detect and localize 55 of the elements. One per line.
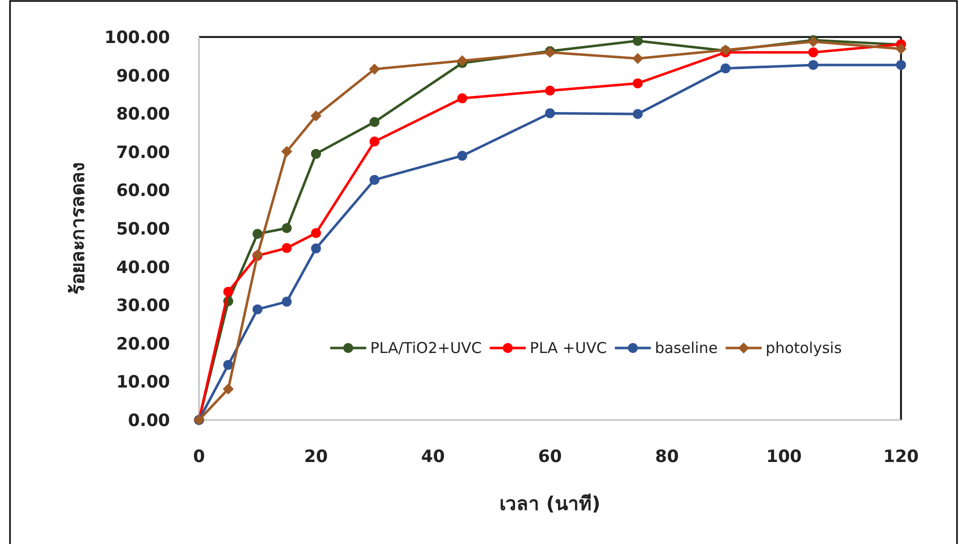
legend-label: PLA +UVC	[530, 339, 607, 357]
point	[808, 60, 818, 70]
point	[545, 108, 555, 118]
y-tick-label: 50.00	[116, 220, 170, 240]
point	[252, 228, 262, 239]
x-tick-label: 0	[193, 447, 206, 467]
x-tick-label: 20	[304, 447, 328, 467]
legend-label: baseline	[654, 339, 718, 357]
y-tick-label: 0.00	[128, 411, 170, 431]
point	[282, 223, 292, 234]
point	[808, 47, 818, 58]
point	[456, 55, 468, 66]
point	[632, 36, 643, 46]
y-tick-label: 100.00	[104, 28, 170, 48]
x-tick-label: 100	[766, 447, 802, 467]
point	[720, 63, 730, 74]
point	[311, 228, 321, 238]
point	[370, 136, 380, 147]
point	[281, 146, 292, 158]
y-tick-label: 80.00	[116, 104, 170, 125]
point	[370, 117, 380, 128]
y-tick-label: 40.00	[116, 258, 170, 278]
x-tick-label: 120	[883, 447, 919, 467]
point	[545, 86, 555, 96]
point	[310, 110, 322, 122]
point	[896, 60, 906, 70]
x-tick-label: 80	[655, 447, 679, 467]
y-tick-label: 30.00	[116, 296, 170, 316]
point	[311, 148, 321, 159]
x-tick-label: 60	[538, 447, 562, 467]
point	[457, 93, 468, 104]
point	[223, 360, 234, 370]
point	[896, 43, 906, 54]
x-axis-title: เวลา (นาที)	[500, 493, 600, 515]
point	[457, 150, 468, 161]
point	[252, 304, 262, 314]
point	[370, 174, 380, 185]
point	[222, 383, 234, 394]
point	[632, 108, 643, 119]
point	[282, 296, 292, 307]
y-axis-title: ร้อยละการลดลง	[67, 162, 89, 294]
y-tick-label: 60.00	[116, 181, 170, 202]
point	[632, 78, 643, 88]
y-tick-label: 90.00	[116, 66, 170, 86]
point	[311, 243, 321, 254]
y-tick-label: 70.00	[116, 142, 170, 163]
y-tick-label: 10.00	[116, 372, 170, 393]
point	[632, 52, 644, 64]
y-tick-label: 20.00	[116, 334, 170, 354]
legend-label: photolysis	[766, 339, 842, 357]
point	[369, 64, 380, 75]
point	[223, 286, 234, 297]
point	[282, 243, 292, 254]
legend-label: PLA/TiO2+UVC	[370, 339, 482, 357]
x-tick-label: 40	[421, 447, 445, 467]
